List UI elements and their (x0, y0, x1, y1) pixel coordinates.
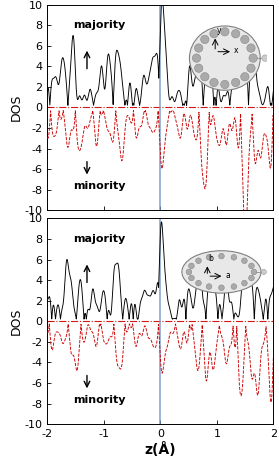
Y-axis label: DOS: DOS (10, 308, 23, 335)
Y-axis label: DOS: DOS (10, 94, 23, 121)
Text: majority: majority (73, 20, 125, 30)
Text: majority: majority (73, 234, 125, 244)
X-axis label: z(Å): z(Å) (145, 442, 176, 457)
Text: minority: minority (73, 395, 125, 405)
Text: minority: minority (73, 181, 125, 192)
